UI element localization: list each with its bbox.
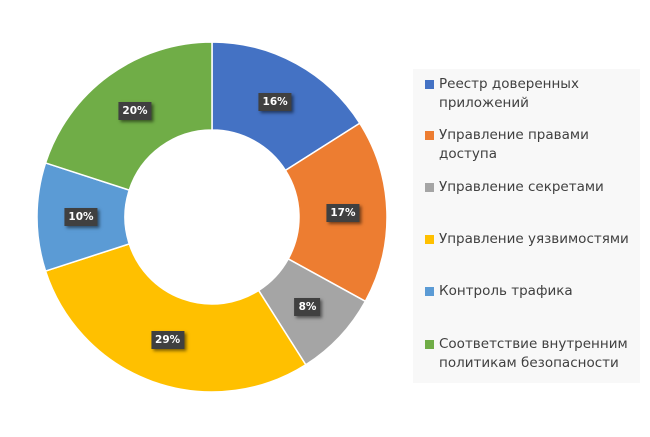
data-label: 17%	[326, 203, 360, 222]
legend-item: Реестр доверенных приложений	[425, 75, 637, 113]
legend-item: Управление секретами	[425, 178, 637, 197]
legend-item: Управление правами доступа	[425, 126, 637, 164]
legend-swatch	[425, 340, 434, 349]
data-label: 20%	[118, 102, 152, 121]
legend-item: Управление уязвимостями	[425, 230, 637, 249]
legend-swatch	[425, 80, 434, 89]
data-label: 29%	[151, 331, 185, 350]
data-label: 16%	[258, 93, 292, 112]
legend-label: Управление секретами	[439, 179, 604, 195]
legend-label: Реестр доверенных приложений	[439, 76, 579, 111]
legend-swatch	[425, 131, 434, 140]
data-label: 8%	[294, 297, 321, 316]
legend: Реестр доверенных приложений Управление п…	[413, 69, 640, 383]
legend-item: Контроль трафика	[425, 282, 637, 301]
legend-swatch	[425, 235, 434, 244]
legend-label: Контроль трафика	[439, 283, 573, 299]
donut-slice	[44, 242, 307, 393]
legend-label: Управление уязвимостями	[439, 231, 629, 247]
legend-label: Соответствие внутренним политикам безопа…	[439, 336, 628, 371]
legend-label: Управление правами доступа	[439, 127, 589, 162]
legend-item: Соответствие внутренним политикам безопа…	[425, 335, 637, 373]
data-label: 10%	[64, 208, 98, 226]
legend-swatch	[425, 183, 434, 192]
legend-swatch	[425, 287, 434, 296]
